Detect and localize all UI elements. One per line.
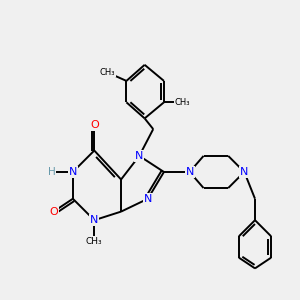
Text: O: O bbox=[49, 207, 58, 217]
Text: N: N bbox=[90, 215, 98, 225]
Text: O: O bbox=[90, 120, 99, 130]
Text: H: H bbox=[48, 167, 55, 177]
Text: N: N bbox=[135, 151, 143, 161]
Text: N: N bbox=[240, 167, 248, 177]
Text: N: N bbox=[69, 167, 77, 177]
Text: N: N bbox=[185, 167, 194, 177]
Text: CH₃: CH₃ bbox=[174, 98, 190, 107]
Text: CH₃: CH₃ bbox=[86, 237, 103, 246]
Text: CH₃: CH₃ bbox=[99, 68, 115, 77]
Text: N: N bbox=[144, 194, 152, 204]
